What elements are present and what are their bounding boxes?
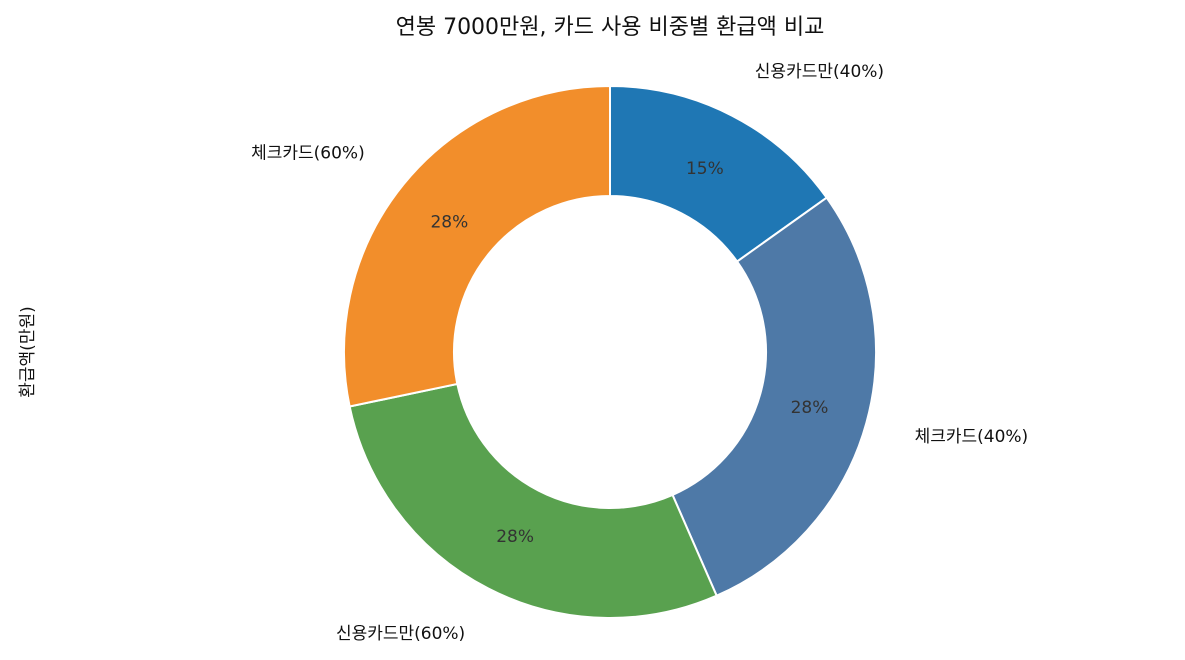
slice-percent-label: 15% <box>686 159 724 179</box>
slice-category-label: 체크카드(40%) <box>915 427 1029 447</box>
y-axis-label: 환급액(만원) <box>18 306 38 397</box>
slice-category-label: 신용카드만(40%) <box>755 62 884 82</box>
donut-slice <box>671 196 877 598</box>
slice-category-label: 신용카드만(60%) <box>336 624 465 644</box>
slice-percent-label: 28% <box>430 212 468 232</box>
donut-slice <box>343 84 611 408</box>
slice-percent-label: 28% <box>791 398 829 418</box>
donut-slices <box>343 84 877 619</box>
slice-category-label: 체크카드(60%) <box>251 144 365 164</box>
chart-title: 연봉 7000만원, 카드 사용 비중별 환급액 비교 <box>396 15 825 40</box>
slice-percent-label: 28% <box>496 527 534 547</box>
donut-labels: 15% 신용카드만(40%) 28% 체크카드(40%) 28% 신용카드만(60%) 28… <box>251 62 1028 644</box>
donut-slice <box>348 382 718 619</box>
